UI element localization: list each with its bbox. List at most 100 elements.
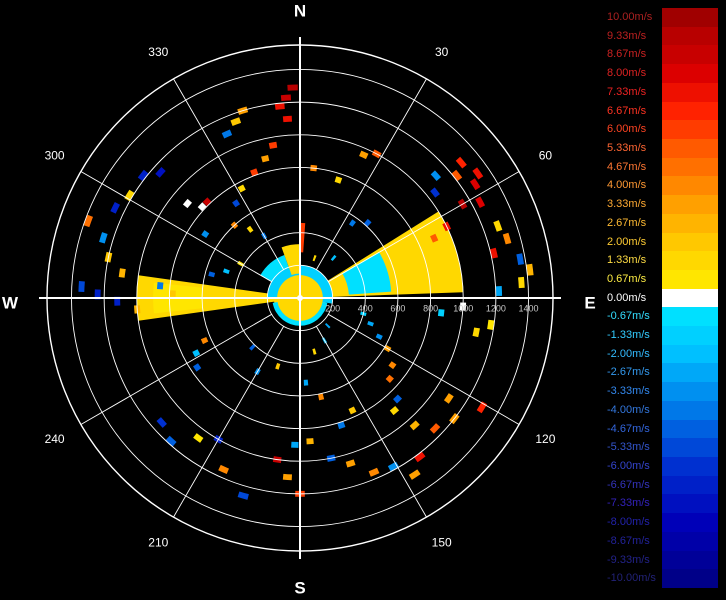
colorbar-label: -4.00m/s: [607, 403, 650, 416]
colorbar-label: 6.00m/s: [607, 123, 647, 136]
colorbar-swatch: [662, 251, 718, 271]
echo-gate-13: [137, 169, 149, 182]
colorbar-swatch: [662, 344, 718, 364]
colorbar-swatch: [662, 307, 718, 327]
polar-labels: N S W E 30 60 120 150 210 240 300 330 200 400 600 800 10…: [2, 1, 596, 597]
colorbar-row-29: -9.33m/s: [606, 550, 718, 570]
colorbar-swatch: [662, 8, 718, 28]
echo-gate-97: [193, 363, 202, 372]
echo-region-8: [260, 255, 289, 282]
echo-gate-28: [156, 282, 164, 290]
colorbar-swatch: [662, 45, 718, 65]
echo-gate-6: [268, 141, 278, 149]
colorbar-label: 5.33m/s: [607, 141, 647, 154]
colorbar-row-12: 2.00m/s: [606, 232, 718, 252]
echo-gate-24: [78, 280, 85, 292]
echo-gate-92: [218, 464, 229, 475]
range-label-200: 200: [325, 303, 340, 313]
echo-gate-79: [368, 467, 380, 477]
spoke-300: [80, 171, 272, 283]
echo-gate-18: [182, 198, 193, 209]
colorbar-swatch: [662, 382, 718, 402]
azimuth-label-330: 330: [148, 45, 168, 59]
echo-gate-84: [348, 406, 357, 415]
echo-gate-64: [367, 321, 374, 327]
colorbar-label: -6.00m/s: [607, 460, 650, 473]
compass-north-label: N: [294, 1, 306, 20]
echo-gate-47: [475, 196, 486, 208]
colorbar-swatch: [662, 400, 718, 421]
colorbar-label: -1.33m/s: [607, 329, 650, 342]
echo-gate-86: [303, 379, 309, 386]
echo-gate-98: [192, 349, 201, 358]
colorbar-row-17: -1.33m/s: [606, 326, 718, 346]
colorbar-swatch: [662, 138, 718, 159]
colorbar-row-24: -6.00m/s: [606, 457, 718, 477]
colorbar-row-15: 0.00m/s: [606, 288, 718, 308]
echo-gate-21: [201, 230, 210, 239]
echo-gate-37: [334, 176, 343, 184]
colorbar-row-7: 5.33m/s: [606, 138, 718, 159]
colorbar-row-26: -7.33m/s: [606, 494, 718, 514]
colorbar-label: 8.00m/s: [607, 67, 647, 80]
compass-south-label: S: [294, 578, 305, 597]
echo-gate-17: [99, 232, 108, 244]
colorbar-label: 0.67m/s: [607, 272, 647, 285]
colorbar-label: -7.33m/s: [607, 497, 650, 510]
colorbar-label: 6.67m/s: [607, 104, 647, 117]
colorbar-row-25: -6.67m/s: [606, 475, 718, 495]
colorbar-label: -6.67m/s: [607, 478, 650, 491]
echo-gate-16: [83, 214, 94, 228]
echo-gate-20: [202, 197, 212, 207]
colorbar-swatch: [662, 288, 718, 308]
echo-gate-74: [429, 423, 441, 434]
colorbar-label: 0.00m/s: [607, 291, 647, 304]
colorbar-swatch: [662, 64, 718, 84]
colorbar-row-1: 9.33m/s: [606, 26, 718, 46]
colorbar-label: 7.33m/s: [607, 85, 647, 98]
spoke-120: [328, 313, 520, 425]
colorbar-row-20: -3.33m/s: [606, 382, 718, 402]
colorbar-label: 3.33m/s: [607, 198, 647, 211]
range-label-1200: 1200: [486, 303, 506, 313]
echo-layer: [78, 84, 534, 500]
colorbar-row-16: -0.67m/s: [606, 307, 718, 327]
echo-gate-91: [237, 491, 249, 500]
echo-gate-51: [430, 170, 442, 181]
colorbar-swatch: [662, 326, 718, 346]
echo-gate-5: [221, 129, 233, 139]
echo-gate-77: [408, 469, 421, 480]
echo-gate-55: [516, 253, 525, 266]
colorbar-label: 2.00m/s: [607, 235, 647, 248]
echo-gate-40: [348, 219, 356, 227]
range-label-800: 800: [423, 303, 438, 313]
echo-gate-31: [222, 268, 230, 274]
echo-gate-34: [246, 225, 254, 233]
colorbar-swatch: [662, 494, 718, 514]
colorbar-label: -8.67m/s: [607, 534, 650, 547]
echo-gate-23: [118, 268, 126, 278]
echo-gate-12: [155, 167, 166, 178]
spoke-30: [315, 78, 427, 270]
echo-gate-42: [455, 156, 467, 169]
echo-gate-49: [430, 233, 439, 243]
colorbar-row-30: -10.00m/s: [606, 569, 718, 589]
echo-gate-19: [197, 202, 207, 212]
colorbar-swatch: [662, 457, 718, 477]
azimuth-label-120: 120: [535, 432, 555, 446]
echo-gate-43: [451, 169, 463, 182]
colorbar-label: -0.67m/s: [607, 310, 650, 323]
echo-gate-4: [230, 117, 242, 126]
colorbar-label: 2.67m/s: [607, 216, 647, 229]
echo-gate-80: [345, 459, 356, 468]
colorbar-row-9: 4.00m/s: [606, 176, 718, 196]
colorbar-label: -2.00m/s: [607, 347, 650, 360]
echo-gate-65: [375, 333, 383, 340]
echo-gate-57: [518, 276, 525, 289]
azimuth-label-300: 300: [45, 148, 65, 162]
azimuth-label-150: 150: [432, 536, 452, 550]
azimuth-label-210: 210: [148, 536, 168, 550]
colorbar-label: -10.00m/s: [607, 572, 656, 585]
polar-grid: [39, 37, 561, 559]
colorbar-swatch: [662, 569, 718, 589]
